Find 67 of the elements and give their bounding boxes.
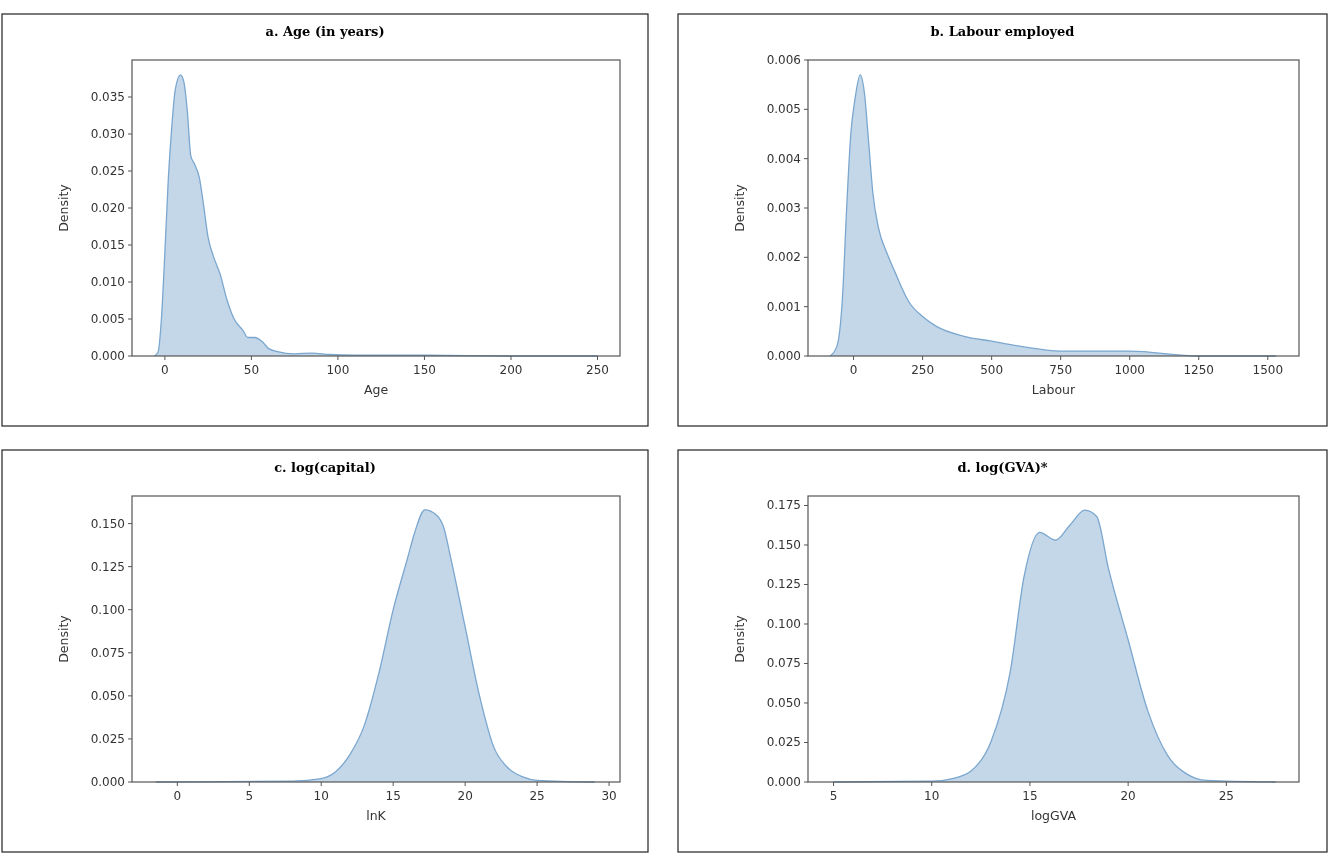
y-tick-label: 0.025 bbox=[90, 731, 125, 746]
x-tick-label: 0 bbox=[849, 363, 858, 377]
chart-title: c. log(capital) bbox=[274, 460, 376, 475]
y-tick-label: 0.125 bbox=[90, 559, 125, 574]
x-tick-label: 15 bbox=[385, 789, 401, 803]
x-tick-label: 100 bbox=[326, 363, 350, 377]
y-tick-label: 0.010 bbox=[90, 275, 125, 289]
x-axis-title: Labour bbox=[1031, 382, 1076, 397]
x-tick-label: 30 bbox=[601, 789, 617, 803]
x-tick-label: 10 bbox=[313, 789, 329, 803]
y-tick-label: 0.050 bbox=[90, 688, 125, 703]
x-tick-label: 10 bbox=[924, 789, 940, 803]
x-tick-label: 5 bbox=[245, 789, 254, 803]
y-axis-title: Density bbox=[732, 614, 747, 663]
y-tick-label: 0.005 bbox=[766, 102, 801, 117]
x-tick-label: 25 bbox=[1218, 789, 1234, 803]
y-tick-label: 0.006 bbox=[766, 53, 801, 67]
y-tick-label: 0.015 bbox=[90, 238, 125, 252]
x-tick-label: 5 bbox=[829, 789, 838, 803]
x-tick-label: 500 bbox=[980, 363, 1004, 377]
y-tick-label: 0.030 bbox=[90, 127, 125, 141]
y-tick-label: 0.125 bbox=[766, 577, 801, 592]
x-axis-title: logGVA bbox=[1030, 808, 1077, 823]
x-tick-label: 250 bbox=[911, 363, 935, 377]
x-tick-label: 1250 bbox=[1183, 363, 1215, 377]
y-tick-label: 0.025 bbox=[90, 164, 125, 178]
x-tick-label: 0 bbox=[161, 363, 169, 377]
x-tick-label: 20 bbox=[457, 789, 473, 803]
chart-title: a. Age (in years) bbox=[265, 24, 385, 39]
x-tick-label: 50 bbox=[243, 363, 260, 377]
x-tick-label: 25 bbox=[529, 789, 545, 803]
x-axis-title: lnK bbox=[366, 808, 387, 823]
y-tick-label: 0.000 bbox=[766, 349, 801, 363]
y-tick-label: 0.002 bbox=[766, 250, 801, 265]
x-tick-label: 15 bbox=[1022, 789, 1038, 803]
chart-title: d. log(GVA)* bbox=[957, 460, 1048, 475]
y-tick-label: 0.003 bbox=[766, 201, 801, 215]
x-tick-label: 200 bbox=[499, 363, 523, 377]
y-tick-label: 0.075 bbox=[90, 645, 125, 660]
y-tick-label: 0.000 bbox=[90, 349, 125, 363]
y-tick-label: 0.175 bbox=[766, 498, 801, 513]
y-tick-label: 0.050 bbox=[766, 695, 801, 710]
y-tick-label: 0.025 bbox=[766, 735, 801, 750]
y-axis-title: Density bbox=[56, 614, 71, 663]
x-tick-label: 0 bbox=[173, 789, 182, 803]
x-tick-label: 1000 bbox=[1114, 363, 1145, 377]
y-tick-label: 0.035 bbox=[90, 90, 125, 104]
y-tick-label: 0.100 bbox=[766, 616, 801, 631]
y-tick-label: 0.004 bbox=[766, 151, 801, 166]
x-tick-label: 20 bbox=[1120, 789, 1136, 803]
y-tick-label: 0.000 bbox=[90, 775, 125, 789]
x-tick-label: 1500 bbox=[1252, 363, 1284, 377]
y-tick-label: 0.000 bbox=[766, 775, 801, 789]
y-tick-label: 0.020 bbox=[90, 201, 125, 215]
y-tick-label: 0.100 bbox=[90, 602, 125, 617]
x-tick-label: 250 bbox=[586, 363, 609, 377]
y-tick-label: 0.150 bbox=[90, 516, 125, 531]
y-tick-label: 0.150 bbox=[766, 537, 801, 552]
y-tick-label: 0.005 bbox=[90, 312, 125, 326]
y-tick-label: 0.001 bbox=[766, 299, 801, 314]
x-axis-title: Age bbox=[363, 382, 389, 397]
y-axis-title: Density bbox=[732, 183, 747, 232]
x-tick-label: 150 bbox=[413, 363, 436, 377]
x-tick-label: 750 bbox=[1049, 363, 1073, 377]
y-axis-title: Density bbox=[56, 183, 71, 232]
y-tick-label: 0.075 bbox=[766, 656, 801, 671]
chart-title: b. Labour employed bbox=[930, 24, 1075, 39]
